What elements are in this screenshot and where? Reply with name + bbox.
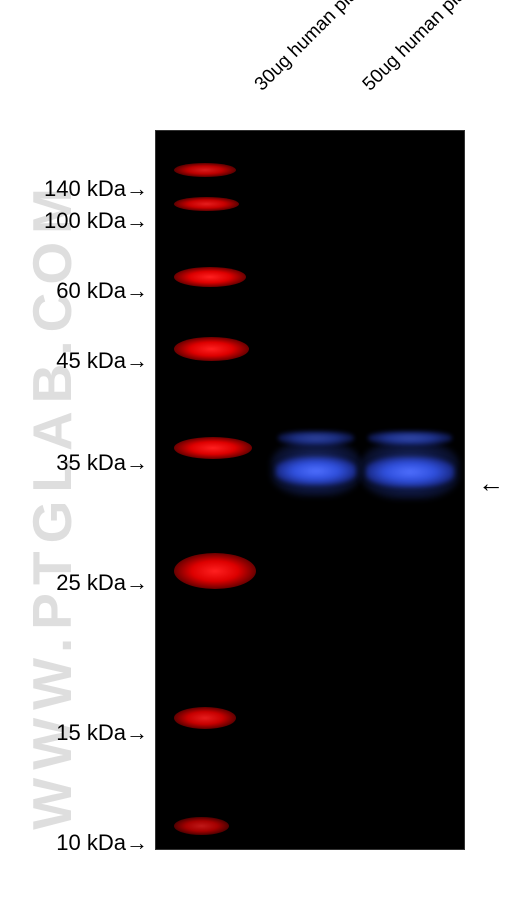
ladder-band-15 <box>174 707 236 729</box>
blot-membrane <box>155 130 465 850</box>
ladder-band-25 <box>174 553 256 589</box>
sample-band-upper-2 <box>368 431 452 445</box>
lane-labels-container: 30ug human placenta 50ug human placenta <box>238 10 426 110</box>
ladder-band-100 <box>174 197 239 211</box>
lane-label-2: 50ug human placenta <box>275 0 402 110</box>
ladder-label-25: 25 kDa→ <box>8 570 148 596</box>
ladder-band-35 <box>174 437 252 459</box>
ladder-band-45 <box>174 337 249 361</box>
lane-label-1: 30ug human placenta <box>167 0 294 110</box>
ladder-band-60 <box>174 267 246 287</box>
ladder-label-100: 100 kDa→ <box>8 208 148 234</box>
ladder-label-140: 140 kDa→ <box>8 176 148 202</box>
ladder-label-15: 15 kDa→ <box>8 720 148 746</box>
sample-band-upper-1 <box>278 431 354 445</box>
ladder-label-45: 45 kDa→ <box>8 348 148 374</box>
ladder-label-60: 60 kDa→ <box>8 278 148 304</box>
lane-label-2-text: 50ug human placenta <box>359 0 504 96</box>
western-blot-figure: WWW.PTGLAB.COM 30ug human placenta 50ug … <box>0 0 520 903</box>
ladder-band-140 <box>174 163 236 177</box>
ladder-label-35: 35 kDa→ <box>8 450 148 476</box>
sample-band-2 <box>366 457 454 487</box>
target-band-arrow: ← <box>478 468 504 499</box>
ladder-band-10 <box>174 817 229 835</box>
ladder-label-10: 10 kDa→ <box>8 830 148 856</box>
sample-band-1 <box>276 457 356 485</box>
